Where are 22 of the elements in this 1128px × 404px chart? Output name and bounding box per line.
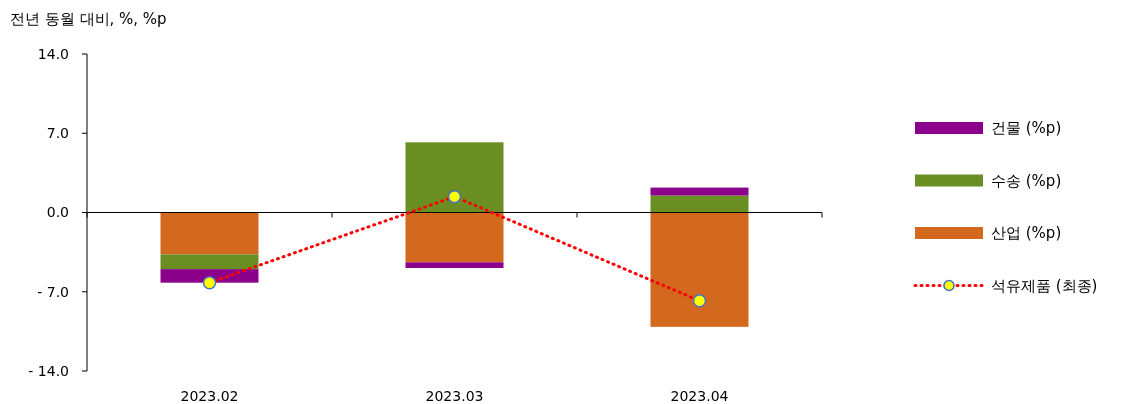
y-tick-label: 14.0 [37, 45, 69, 62]
x-tick-label: 2023.04 [670, 388, 729, 404]
bar [405, 212, 504, 263]
bar [650, 187, 749, 196]
legend-label: 산업 (%p) [991, 224, 1062, 243]
bar [650, 195, 749, 213]
y-axis-title: 전년 동월 대비, %, %p [10, 10, 167, 28]
legend-label: 수송 (%p) [991, 171, 1062, 190]
bar [160, 254, 259, 270]
bar [405, 262, 504, 268]
y-tick-label: 7.0 [46, 125, 69, 142]
y-tick-label: - 14.0 [28, 362, 69, 379]
bar [160, 269, 259, 283]
bar [650, 212, 749, 327]
bar [405, 142, 504, 213]
legend-label: 건물 (%p) [991, 119, 1062, 138]
bar [160, 212, 259, 255]
y-tick-label: - 7.0 [37, 283, 69, 300]
y-tick-label: 0.0 [46, 204, 69, 221]
x-tick-label: 2023.02 [180, 388, 239, 404]
x-tick-label: 2023.03 [425, 388, 484, 404]
legend-label: 석유제품 (최종) [991, 276, 1098, 295]
